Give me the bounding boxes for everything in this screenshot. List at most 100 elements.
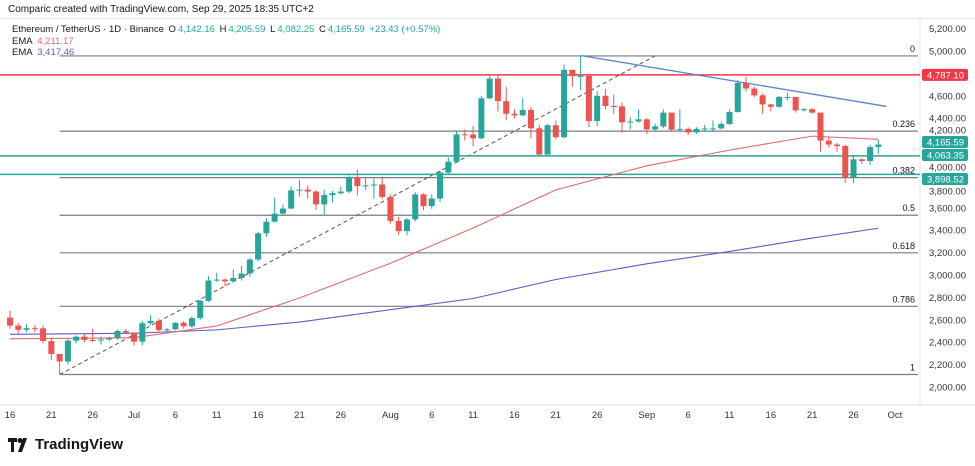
candle (486, 74, 493, 100)
candle-body (544, 125, 551, 155)
candle (23, 324, 30, 333)
candle (858, 158, 865, 165)
candle-body (618, 106, 625, 123)
candle (180, 320, 187, 329)
candle (312, 189, 319, 211)
candle-body (767, 104, 774, 107)
candle (594, 91, 601, 127)
price-tag-resistance: 4,787.10 (927, 70, 964, 81)
candle (610, 94, 617, 114)
candle-body (668, 112, 675, 130)
price-tick-label: 3,600.00 (929, 203, 966, 214)
candle-body (321, 195, 328, 205)
candle (412, 192, 419, 222)
candle (56, 353, 63, 375)
low-label: L (270, 24, 276, 35)
ema-slow-line (9, 227, 879, 335)
candle (321, 189, 328, 215)
close-value: 4,165.59 (327, 24, 365, 35)
candle-body (709, 128, 716, 130)
candle (817, 112, 824, 152)
candle-body (263, 221, 270, 234)
candle (271, 197, 278, 223)
candle-body (437, 172, 444, 199)
candle (139, 320, 146, 346)
high-label: H (219, 24, 227, 35)
candle-body (503, 101, 510, 114)
candle-body (693, 128, 700, 133)
candle (155, 318, 162, 333)
ema-fast-value: 4,211.17 (37, 35, 74, 47)
fib-level-label: 1 (910, 363, 915, 373)
candle (668, 112, 675, 132)
ema-slow-row[interactable]: EMA 3,417.46 (12, 47, 442, 59)
candle (354, 169, 361, 196)
price-tick-label: 3,000.00 (929, 271, 966, 282)
candle (230, 269, 237, 283)
tradingview-logo[interactable]: TradingView (8, 436, 123, 453)
candle (379, 176, 386, 199)
chart-legend: Ethereum / TetherUS · 1D · Binance O 4,14… (12, 24, 442, 59)
candle-body (370, 184, 377, 186)
time-tick-label: 16 (5, 410, 16, 421)
price-tick-label: 5,200.00 (929, 24, 966, 35)
candle (552, 120, 559, 140)
candle (122, 328, 129, 334)
candle-body (511, 113, 518, 116)
candle (643, 118, 650, 134)
candle-body (312, 191, 319, 205)
candle-body (561, 69, 568, 138)
candle-body (494, 78, 501, 102)
candle-body (784, 96, 791, 98)
candle (197, 299, 204, 320)
ema-fast-row[interactable]: EMA 4,211.17 (12, 36, 442, 48)
candle-body (825, 140, 832, 145)
candle-body (602, 95, 609, 106)
time-tick-label: 11 (725, 410, 735, 421)
candle-body (7, 317, 13, 326)
candle (709, 120, 716, 132)
candle (767, 103, 774, 112)
candle-body (73, 336, 80, 341)
candle (172, 322, 179, 331)
candle-body (577, 75, 584, 77)
candle-body (635, 119, 642, 122)
fib-level-label: 0.382 (892, 166, 915, 176)
candle (718, 121, 725, 130)
price-tag-support: 4,063.35 (927, 150, 964, 161)
candle (519, 98, 526, 116)
candle (81, 333, 88, 343)
time-tick-label: Aug (382, 410, 399, 421)
price-tick-label: 2,400.00 (929, 338, 966, 349)
candle-body (279, 208, 286, 214)
candle-body (685, 128, 692, 133)
candle (867, 145, 874, 166)
candle-body (337, 191, 344, 194)
price-tick-label: 4,000.00 (929, 162, 966, 173)
candle-body (23, 328, 30, 330)
last-price-tag: 4,165.59 (927, 137, 964, 148)
candle-body (412, 194, 419, 220)
candle (544, 123, 551, 155)
candle-body (536, 128, 543, 155)
downtrend-line (580, 54, 887, 108)
time-tick-label: 6 (685, 410, 690, 421)
candle (602, 89, 609, 110)
candle (751, 86, 758, 97)
candle (776, 95, 783, 109)
candle (164, 328, 171, 332)
candle-body (106, 338, 113, 340)
chart-credit: Comparic created with TradingView.com, S… (8, 4, 314, 15)
candle (40, 325, 47, 344)
time-tick-label: 11 (468, 410, 478, 421)
price-tick-label: 4,600.00 (929, 91, 966, 102)
candle (222, 278, 229, 287)
candle-body (346, 177, 353, 192)
candle (263, 217, 270, 237)
price-tick-label: 2,000.00 (929, 383, 966, 394)
symbol-title[interactable]: Ethereum / TetherUS · 1D · Binance (12, 24, 164, 35)
time-tick-label: Oct (887, 410, 902, 421)
candle (528, 107, 535, 139)
candle-body (734, 82, 741, 113)
